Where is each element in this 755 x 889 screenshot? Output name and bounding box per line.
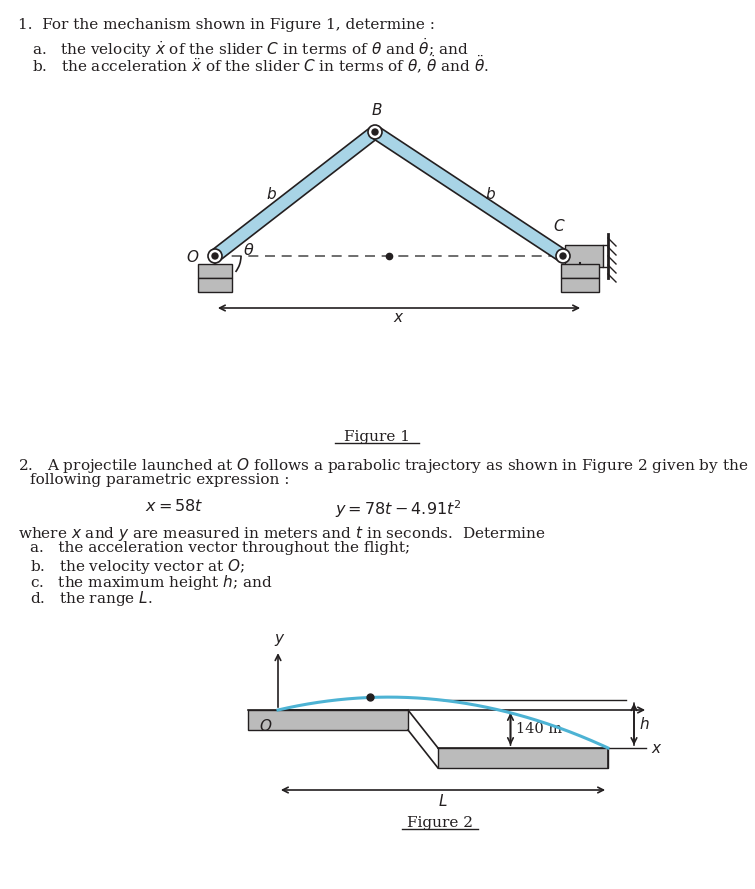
Text: d.   the range $L$.: d. the range $L$. — [30, 589, 153, 608]
Circle shape — [372, 129, 378, 135]
Text: $x = 58t$: $x = 58t$ — [145, 498, 204, 515]
Text: 140 m: 140 m — [516, 722, 562, 736]
Text: where $x$ and $y$ are measured in meters and $t$ in seconds.  Determine: where $x$ and $y$ are measured in meters… — [18, 524, 545, 543]
Text: $b$: $b$ — [485, 186, 496, 202]
Bar — [561, 278, 599, 292]
Bar — [438, 748, 608, 768]
Text: 2.   A projectile launched at $O$ follows a parabolic trajectory as shown in Fig: 2. A projectile launched at $O$ follows … — [18, 456, 748, 475]
Text: following parametric expression :: following parametric expression : — [30, 473, 289, 487]
Text: $x$: $x$ — [393, 311, 405, 325]
Text: $x$: $x$ — [651, 742, 663, 756]
Text: $L$: $L$ — [438, 793, 448, 809]
Circle shape — [560, 253, 566, 259]
Bar — [198, 278, 232, 292]
Text: c.   the maximum height $h$; and: c. the maximum height $h$; and — [30, 573, 273, 592]
Text: $b$: $b$ — [266, 186, 277, 202]
Text: $C$: $C$ — [553, 218, 565, 234]
Bar — [565, 245, 603, 267]
Circle shape — [212, 253, 218, 259]
Bar — [248, 710, 408, 730]
Circle shape — [368, 125, 382, 139]
Bar — [198, 264, 232, 278]
Text: Figure 2: Figure 2 — [407, 816, 473, 830]
Text: $y$: $y$ — [274, 632, 286, 648]
Text: b.   the acceleration $\ddot{x}$ of the slider $C$ in terms of $\theta$, $\dot{\: b. the acceleration $\ddot{x}$ of the sl… — [32, 54, 489, 76]
Text: Figure 1: Figure 1 — [344, 430, 410, 444]
Text: $y = 78t - 4.91t^2$: $y = 78t - 4.91t^2$ — [335, 498, 462, 520]
Text: $\theta$: $\theta$ — [243, 242, 254, 259]
Circle shape — [556, 249, 570, 263]
Polygon shape — [211, 127, 379, 261]
Text: a.   the velocity $\dot{x}$ of the slider $C$ in terms of $\theta$ and $\dot{\th: a. the velocity $\dot{x}$ of the slider … — [32, 36, 468, 60]
Text: a.   the acceleration vector throughout the flight;: a. the acceleration vector throughout th… — [30, 541, 410, 555]
Text: b.   the velocity vector at $O$;: b. the velocity vector at $O$; — [30, 557, 245, 576]
Text: $B$: $B$ — [371, 102, 383, 118]
Text: 1.  For the mechanism shown in Figure 1, determine :: 1. For the mechanism shown in Figure 1, … — [18, 18, 435, 32]
Polygon shape — [371, 126, 566, 261]
Text: $O$: $O$ — [186, 249, 199, 265]
Bar — [561, 264, 599, 278]
Circle shape — [208, 249, 222, 263]
Text: $O$: $O$ — [259, 718, 272, 734]
Text: $h$: $h$ — [639, 717, 649, 733]
